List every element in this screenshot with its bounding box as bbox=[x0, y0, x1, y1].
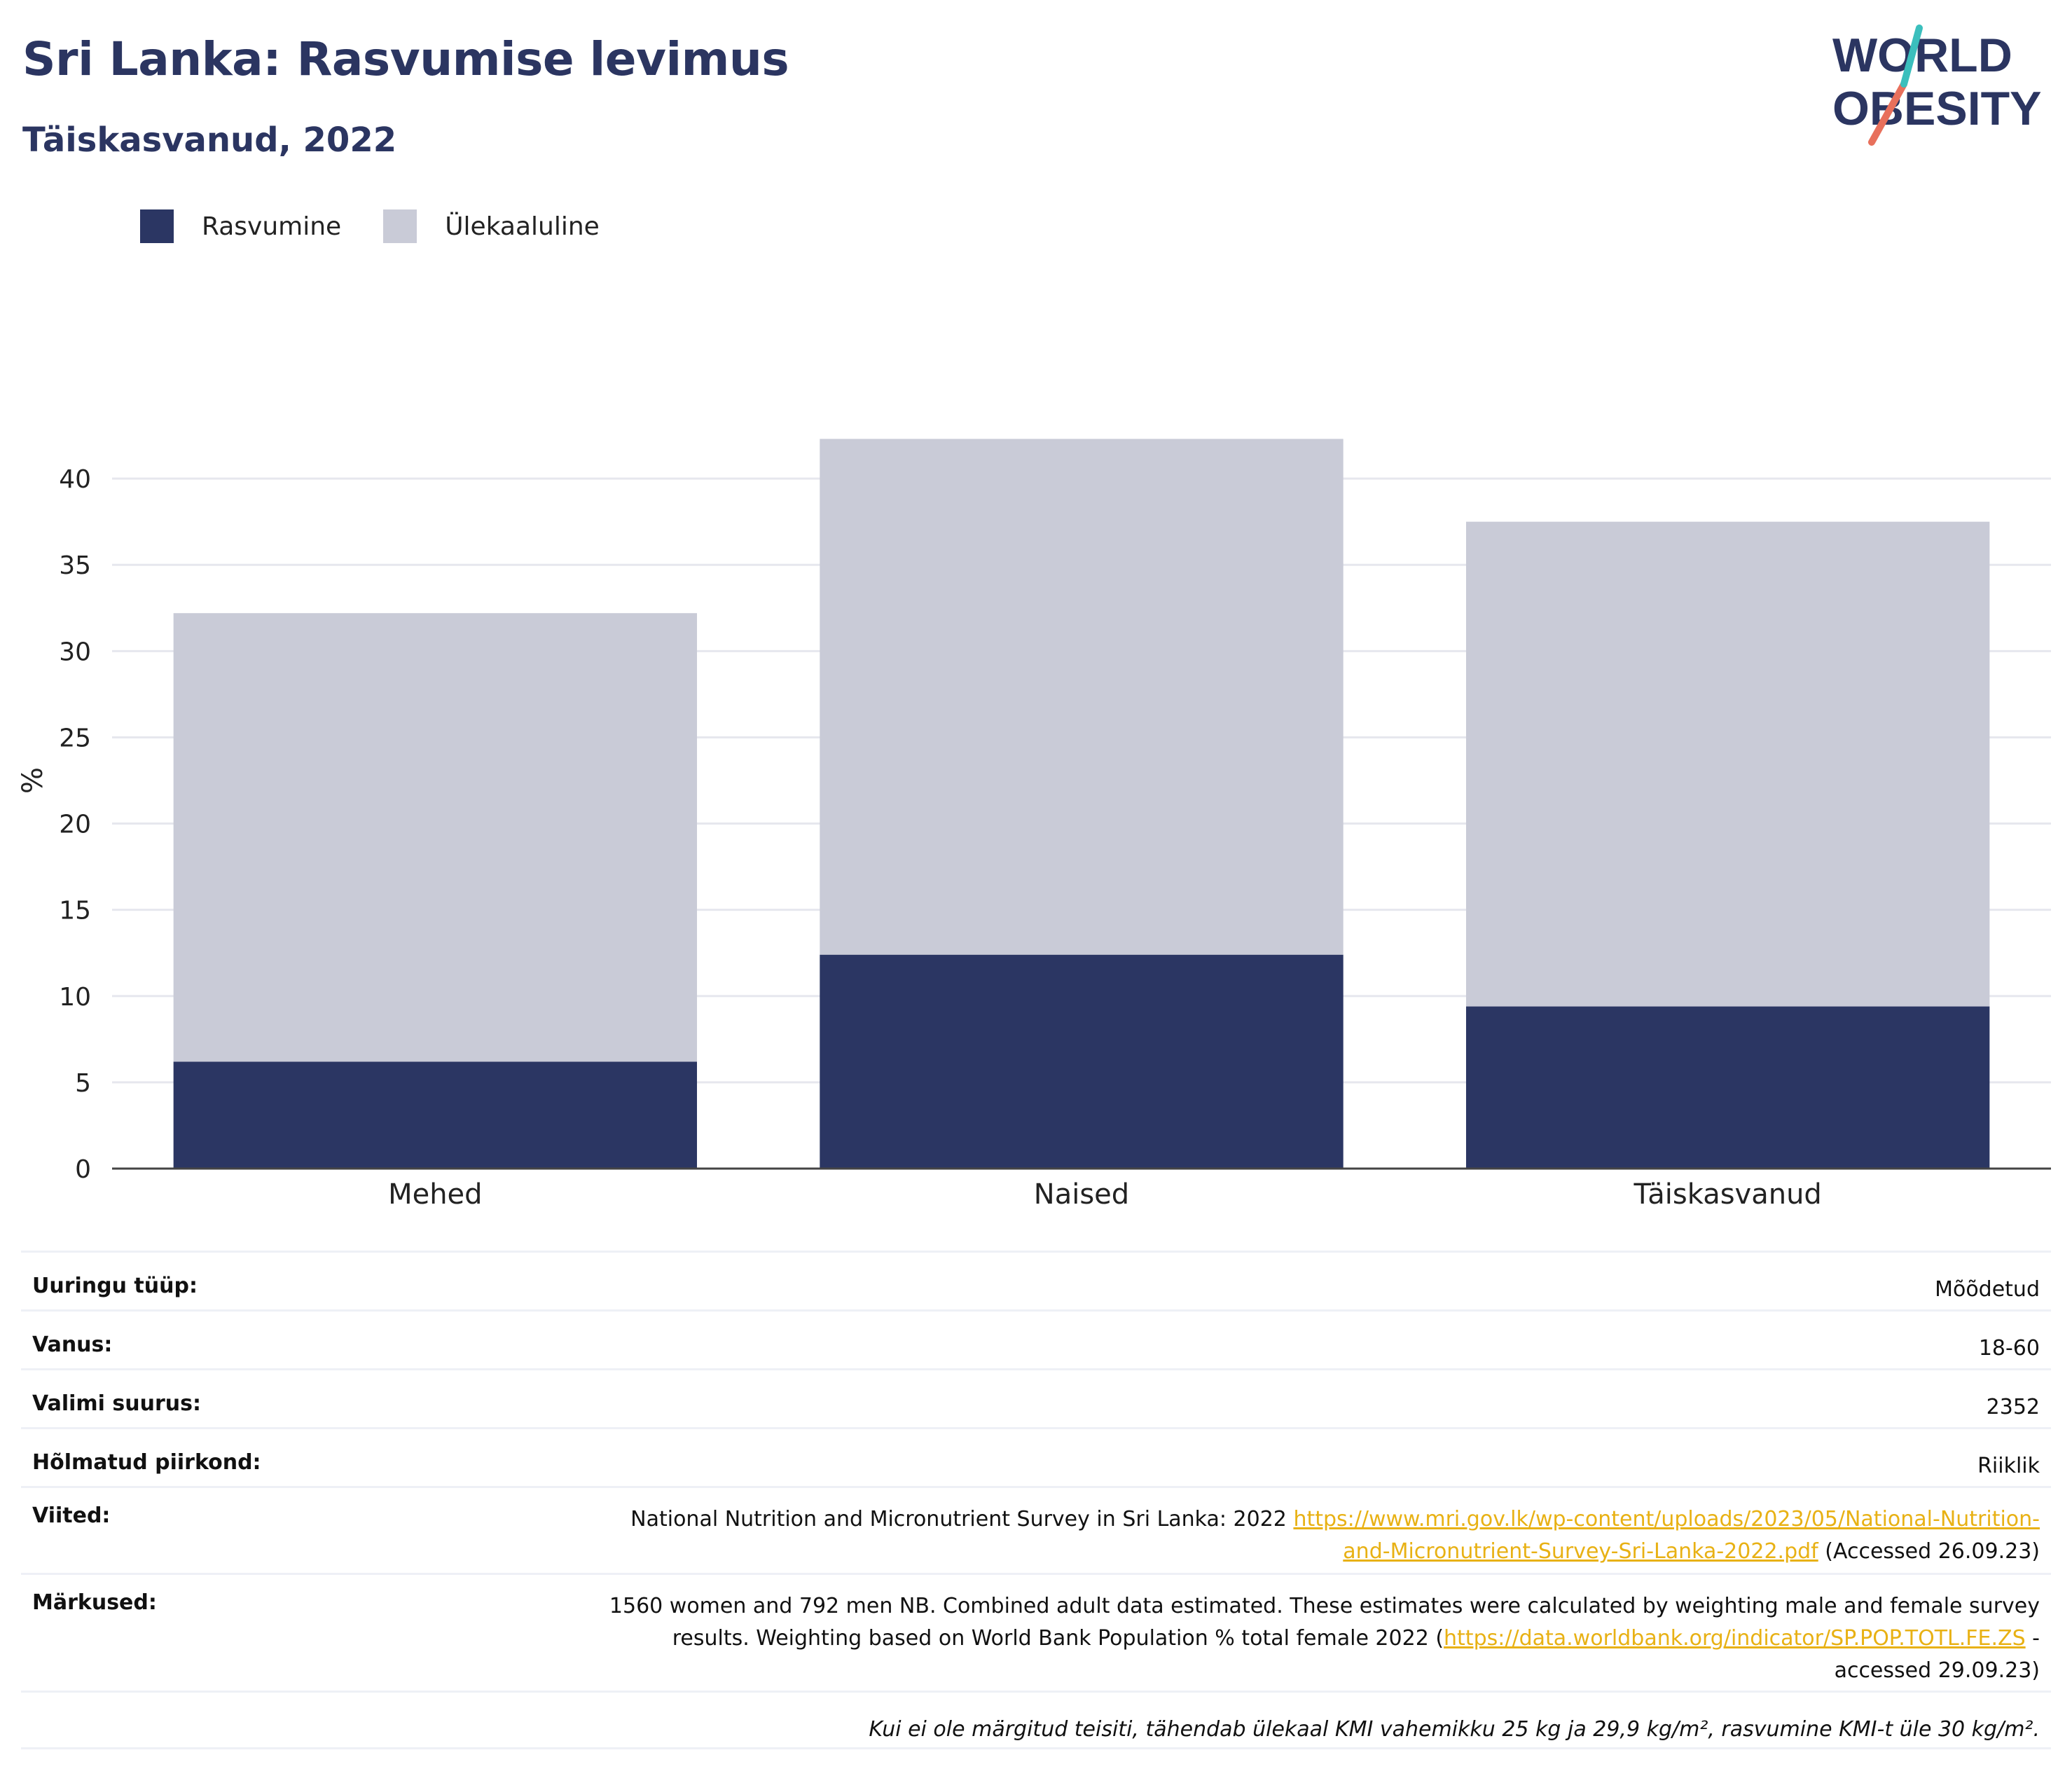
y-tick-label: 15 bbox=[59, 897, 91, 925]
notes-line2: results. Weighting based on World Bank P… bbox=[672, 1626, 1444, 1651]
references-value: National Nutrition and Micronutrient Sur… bbox=[630, 1503, 2040, 1568]
references-text: National Nutrition and Micronutrient Sur… bbox=[630, 1507, 1294, 1531]
notes-link[interactable]: https://data.worldbank.org/indicator/SP.… bbox=[1444, 1626, 2026, 1651]
logo-line2: OBESITY bbox=[1832, 82, 2042, 135]
sample-size-value: 2352 bbox=[1986, 1395, 2040, 1419]
y-tick-label: 25 bbox=[59, 724, 91, 752]
info-row-footnote: Kui ei ole märgitud teisiti, tähendab ül… bbox=[21, 1691, 2051, 1749]
x-tick-label: Täiskasvanud bbox=[1634, 1178, 1822, 1211]
logo-slash-teal bbox=[1900, 25, 1923, 88]
y-tick-label: 10 bbox=[59, 983, 91, 1012]
bar-obesity[interactable] bbox=[173, 1061, 698, 1169]
world-obesity-logo: WORLD OBESITY bbox=[1832, 25, 2042, 146]
bar-overweight[interactable] bbox=[1465, 521, 1990, 1007]
stacked-bar-chart: 0 5 10 15 20 25 30 35 40 Mehed Naised Täiskasvanud… bbox=[17, 439, 2051, 1211]
info-row-notes: Märkused: 1560 women and 792 men NB. Com… bbox=[21, 1573, 2051, 1691]
age-value: 18-60 bbox=[1978, 1336, 2040, 1361]
info-row-area: Hõlmatud piirkond: Riiklik bbox=[21, 1427, 2051, 1486]
references-link-1[interactable]: https://www.mri.gov.lk/wp-content/upload… bbox=[1293, 1507, 2040, 1531]
footnote: Kui ei ole märgitud teisiti, tähendab ül… bbox=[869, 1717, 2040, 1742]
logo-slash-red bbox=[1868, 81, 1907, 146]
bar-overweight[interactable] bbox=[820, 439, 1344, 955]
notes-line2-tail: - bbox=[2025, 1626, 2040, 1651]
bar-overweight[interactable] bbox=[173, 613, 698, 1062]
legend-swatch-obesity bbox=[140, 209, 174, 243]
y-tick-label: 20 bbox=[59, 811, 91, 839]
y-tick-label: 0 bbox=[75, 1155, 91, 1184]
y-tick-label: 40 bbox=[59, 465, 91, 494]
area-value: Riiklik bbox=[1977, 1454, 2040, 1478]
legend-label-overweight: Ülekaaluline bbox=[445, 212, 600, 241]
y-tick-label: 30 bbox=[59, 638, 91, 666]
logo-line1: WORLD bbox=[1832, 29, 2012, 82]
notes-line1: 1560 women and 792 men NB. Combined adul… bbox=[609, 1594, 2040, 1618]
y-tick-label: 5 bbox=[75, 1069, 91, 1098]
legend-label-obesity: Rasvumine bbox=[202, 212, 342, 241]
references-link-2[interactable]: and-Micronutrient-Survey-Sri-Lanka-2022.… bbox=[1343, 1539, 1818, 1564]
bar-obesity[interactable] bbox=[820, 954, 1344, 1169]
references-accessed: (Accessed 26.09.23) bbox=[1818, 1539, 2040, 1564]
x-tick-labels: Mehed Naised Täiskasvanud bbox=[388, 1178, 1822, 1211]
chart-title: Sri Lanka: Rasvumise levimus bbox=[22, 32, 789, 86]
references-label: Viited: bbox=[32, 1503, 111, 1528]
bar-obesity[interactable] bbox=[1465, 1006, 1990, 1169]
survey-type-value: Mõõdetud bbox=[1935, 1277, 2040, 1302]
x-tick-label: Naised bbox=[1034, 1178, 1129, 1211]
survey-type-label: Uuringu tüüp: bbox=[32, 1274, 198, 1298]
notes-label: Märkused: bbox=[32, 1590, 157, 1615]
legend-swatch-overweight bbox=[383, 209, 417, 243]
notes-value: 1560 women and 792 men NB. Combined adul… bbox=[609, 1590, 2040, 1687]
age-label: Vanus: bbox=[32, 1333, 113, 1357]
info-row-sample-size: Valimi suurus: 2352 bbox=[21, 1368, 2051, 1427]
info-row-references: Viited: National Nutrition and Micronutr… bbox=[21, 1486, 2051, 1573]
legend-item-obesity[interactable]: Rasvumine bbox=[140, 209, 341, 243]
legend-item-overweight[interactable]: Ülekaaluline bbox=[383, 209, 600, 243]
info-row-survey-type: Uuringu tüüp: Mõõdetud bbox=[21, 1251, 2051, 1309]
bars bbox=[173, 439, 1990, 1169]
legend: Rasvumine Ülekaaluline bbox=[140, 209, 642, 244]
y-axis-label: % bbox=[17, 767, 49, 794]
y-tick-labels: 0 5 10 15 20 25 30 35 40 bbox=[59, 465, 91, 1184]
notes-line3: accessed 29.09.23) bbox=[1834, 1658, 2040, 1683]
survey-info-table: Uuringu tüüp: Mõõdetud Vanus: 18-60 Vali… bbox=[21, 1251, 2051, 1749]
sample-size-label: Valimi suurus: bbox=[32, 1391, 201, 1416]
x-tick-label: Mehed bbox=[388, 1178, 482, 1211]
y-tick-label: 35 bbox=[59, 551, 91, 580]
chart-subtitle: Täiskasvanud, 2022 bbox=[22, 121, 397, 160]
info-row-age: Vanus: 18-60 bbox=[21, 1309, 2051, 1368]
area-label: Hõlmatud piirkond: bbox=[32, 1450, 261, 1475]
